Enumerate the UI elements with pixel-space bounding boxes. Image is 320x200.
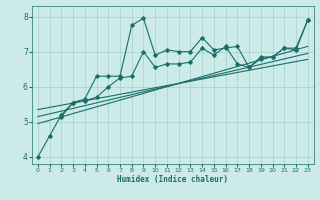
X-axis label: Humidex (Indice chaleur): Humidex (Indice chaleur) (117, 175, 228, 184)
